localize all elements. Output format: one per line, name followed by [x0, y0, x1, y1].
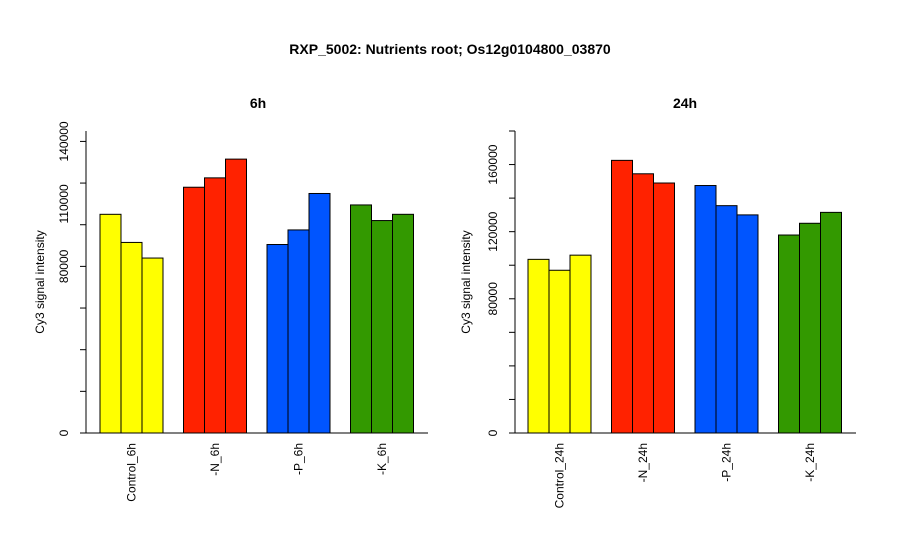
bar: [120, 241, 143, 434]
bar: [308, 192, 331, 434]
x-tick-label: Control_6h: [125, 443, 139, 502]
bar: [548, 269, 571, 434]
y-tick-label: 140000: [57, 121, 71, 161]
x-tick-label: -P_24h: [720, 443, 734, 482]
bar: [653, 182, 675, 434]
panel-title: 24h: [673, 95, 697, 111]
bar: [527, 258, 550, 434]
panel-6h: 6h 0 80000 110000 140000 Cy3 signal intensity…: [33, 95, 428, 502]
bar: [736, 214, 759, 434]
bar: [225, 158, 247, 434]
bar: [183, 186, 205, 434]
bar: [820, 211, 842, 434]
y-axis-label: Cy3 signal intensity: [33, 230, 47, 333]
bar: [632, 173, 654, 434]
bar: [778, 234, 800, 434]
y-tick-label: 120000: [486, 211, 500, 251]
bar: [799, 222, 821, 434]
x-tick-label: -K_6h: [375, 443, 389, 475]
x-tick-label: -N_24h: [636, 443, 650, 482]
y-tick-label: 160000: [486, 144, 500, 184]
bar: [266, 244, 289, 434]
bar: [611, 159, 633, 434]
bar: [141, 257, 164, 434]
panel-24h: 24h 0 80000 120000 160000 Cy3 signal intensit…: [459, 95, 856, 508]
y-tick-label: 0: [486, 429, 500, 436]
bar: [350, 204, 372, 434]
bar: [204, 177, 226, 434]
bar: [694, 185, 717, 434]
bar: [715, 205, 738, 434]
x-tick-label: -K_24h: [803, 443, 817, 482]
y-tick-label: 80000: [486, 282, 500, 316]
bar: [569, 254, 592, 434]
x-tick-label: -N_6h: [208, 443, 222, 476]
chart-title: RXP_5002: Nutrients root; Os12g0104800_0…: [289, 41, 611, 57]
bar: [287, 229, 310, 434]
y-tick-label: 110000: [57, 184, 71, 223]
x-tick-label: Control_24h: [553, 443, 567, 508]
y-tick-label: 80000: [57, 249, 71, 283]
x-tick-label: -P_6h: [292, 443, 306, 475]
bar: [99, 213, 122, 434]
bar: [392, 213, 414, 434]
y-axis-label: Cy3 signal intensity: [459, 230, 473, 333]
panel-title: 6h: [250, 95, 266, 111]
bar: [371, 220, 393, 434]
y-tick-label: 0: [57, 429, 71, 436]
